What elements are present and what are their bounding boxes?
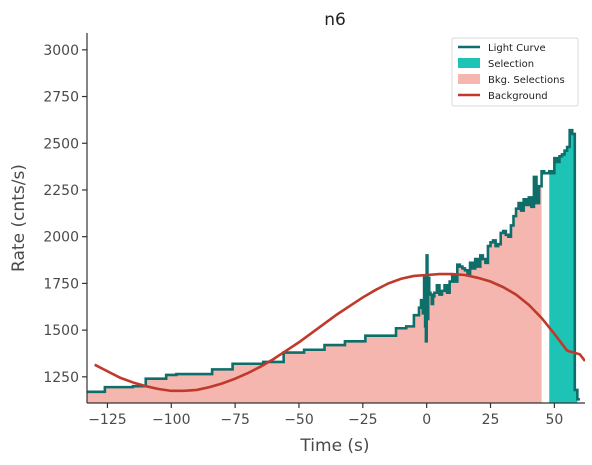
y-tick-label: 2500: [43, 136, 79, 152]
light-curve-line: [87, 128, 580, 401]
bkg-selection-area-0: [87, 176, 542, 403]
y-tick-label: 3000: [43, 43, 79, 59]
x-tick-label: −50: [284, 412, 314, 428]
x-axis: −125 −100 −75 −50 −25 0 25 50: [87, 402, 585, 428]
y-axis-label: Rate (cnts/s): [9, 164, 29, 272]
legend-label: Background: [488, 91, 548, 102]
y-tick-label: 1500: [43, 323, 79, 339]
legend-patch-swatch: [458, 58, 480, 68]
x-tick-label: −75: [220, 412, 250, 428]
legend-patch-swatch: [458, 74, 480, 84]
y-tick-label: 2750: [43, 90, 79, 106]
legend-label: Selection: [488, 59, 534, 70]
chart-title: n6: [324, 10, 346, 30]
x-tick-label: 25: [482, 412, 500, 428]
x-tick-label: −100: [152, 412, 190, 428]
legend: Light Curve Selection Bkg. Selections Backg…: [451, 37, 579, 107]
x-tick-label: 50: [545, 412, 563, 428]
y-axis: 1250 1500 1750 2000 2250 2500 2750 3000: [43, 33, 88, 403]
y-tick-label: 2250: [43, 183, 79, 199]
legend-box: [451, 37, 579, 107]
y-tick-label: 2000: [43, 230, 79, 246]
x-tick-label: −25: [348, 412, 378, 428]
y-tick-label: 1250: [43, 370, 79, 386]
background-model-line: [94, 272, 585, 393]
legend-label: Bkg. Selections: [488, 75, 565, 86]
plot-area: [87, 128, 585, 403]
y-tick-label: 1750: [43, 276, 79, 292]
legend-label: Light Curve: [488, 43, 546, 54]
x-tick-label: 0: [422, 412, 431, 428]
x-tick-label: −125: [88, 412, 126, 428]
x-axis-label: Time (s): [299, 436, 369, 456]
